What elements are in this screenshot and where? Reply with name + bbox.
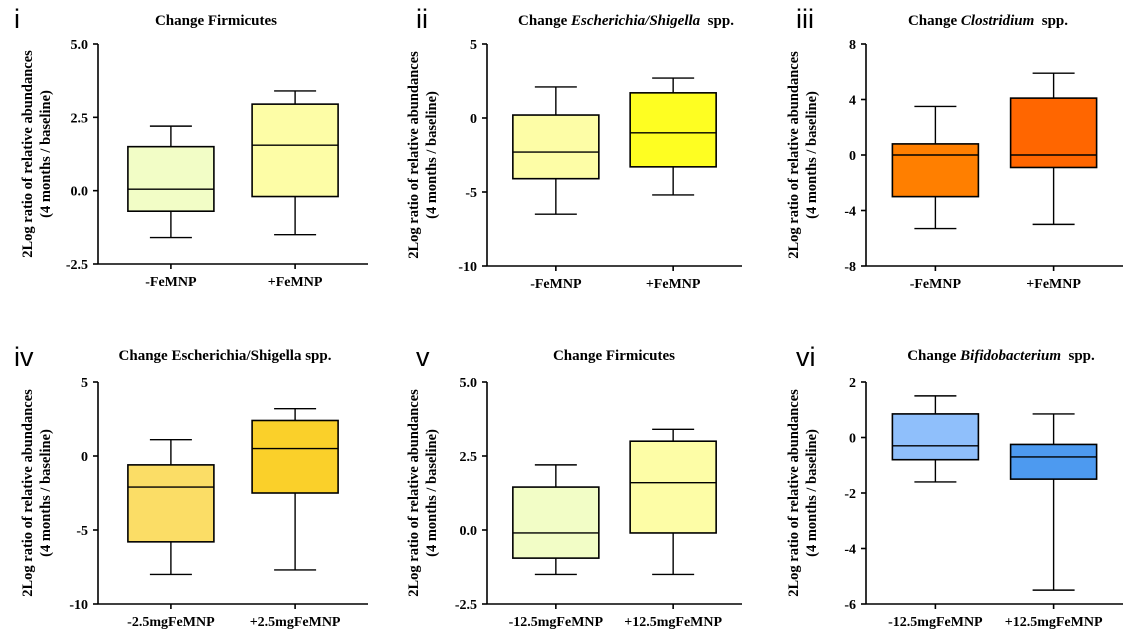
chart-title: Change Clostridium spp. xyxy=(908,13,1068,29)
chart-panel-vi: vi Change Bifidobacterium spp. 2Log ratio … xyxy=(786,342,1123,630)
chart-title-text: Change Firmicutes xyxy=(155,13,277,29)
box-+12.5mgFeMNP xyxy=(629,440,717,534)
y-tick-label: 0 xyxy=(470,112,477,127)
panel-letter: i xyxy=(14,4,20,34)
chart-panel-iii: iii Change Clostridium spp. 2Log ratio of … xyxy=(786,4,1123,292)
chart-title-text: Change xyxy=(907,348,960,364)
chart-panel-ii: ii Change Escherichia/Shigella spp. 2Log r… xyxy=(406,4,742,292)
y-tick-label: 2.5 xyxy=(460,450,478,465)
y-axis-label-units: (4 months / baseline) xyxy=(38,90,54,218)
box-+2.5mgFeMNP xyxy=(251,419,339,494)
x-tick-label: -FeMNP xyxy=(530,277,582,292)
y-axis-label: 2Log ratio of relative abundances xyxy=(786,389,802,597)
y-tick-label: 2 xyxy=(849,376,856,391)
y-tick-label: -4 xyxy=(844,543,856,558)
chart-title-text: Change Firmicutes xyxy=(553,348,675,364)
chart-title: Change Escherichia/Shigella spp. xyxy=(119,348,332,364)
chart-title: Change Firmicutes xyxy=(155,13,277,29)
y-tick-label: -5 xyxy=(76,524,88,539)
y-tick-label: 2.5 xyxy=(71,111,89,126)
x-tick-label: +12.5mgFeMNP xyxy=(624,615,722,630)
panel-letter: ii xyxy=(416,4,428,34)
chart-title: Change Bifidobacterium spp. xyxy=(907,348,1095,364)
y-axis-label-units: (4 months / baseline) xyxy=(38,429,54,557)
y-tick-label: -10 xyxy=(458,260,477,275)
box--12.5mgFeMNP xyxy=(891,413,980,461)
x-tick-label: -2.5mgFeMNP xyxy=(127,615,215,630)
box-+FeMNP xyxy=(629,92,717,168)
y-axis-label: 2Log ratio of relative abundances xyxy=(20,389,36,597)
x-tick-label: +12.5mgFeMNP xyxy=(1005,615,1103,630)
box-+12.5mgFeMNP xyxy=(1009,443,1098,480)
y-tick-label: 8 xyxy=(849,38,856,53)
y-tick-label: -2.5 xyxy=(66,258,88,273)
panel-letter: v xyxy=(416,342,430,372)
y-axis-label: 2Log ratio of relative abundances xyxy=(406,51,422,259)
chart-title: Change Escherichia/Shigella spp. xyxy=(518,13,734,29)
chart-title-taxon: Bifidobacterium xyxy=(959,348,1061,364)
y-axis-label: 2Log ratio of relative abundances xyxy=(20,50,36,258)
chart-title-suffix: spp. xyxy=(1061,348,1095,364)
y-tick-label: 5.0 xyxy=(71,38,89,53)
y-tick-label: -4 xyxy=(844,205,856,220)
x-tick-label: +FeMNP xyxy=(1026,277,1081,292)
y-tick-label: 0 xyxy=(849,432,856,447)
chart-title-taxon: Clostridium xyxy=(961,13,1034,29)
y-tick-label: 0.0 xyxy=(460,524,478,539)
chart-panel-i: i Change Firmicutes 2Log ratio of relative… xyxy=(14,4,368,290)
panel-letter: iii xyxy=(796,4,814,34)
y-tick-label: -2.5 xyxy=(455,598,477,613)
chart-title-text: Change xyxy=(518,13,571,29)
y-tick-label: 0 xyxy=(849,149,856,164)
y-tick-label: 4 xyxy=(849,94,856,109)
chart-panel-v: v Change Firmicutes 2Log ratio of relative… xyxy=(406,342,742,630)
box--2.5mgFeMNP xyxy=(127,464,215,543)
panel-letter: iv xyxy=(14,342,34,372)
x-tick-label: +FeMNP xyxy=(268,275,323,290)
y-tick-label: 5 xyxy=(81,376,88,391)
panel-letter: vi xyxy=(796,342,816,372)
y-axis-label-units: (4 months / baseline) xyxy=(424,91,440,219)
chart-title-text: Change xyxy=(908,13,961,29)
chart-title: Change Firmicutes xyxy=(553,348,675,364)
x-tick-label: +2.5mgFeMNP xyxy=(250,615,341,630)
y-tick-label: 0 xyxy=(81,450,88,465)
y-axis-label: 2Log ratio of relative abundances xyxy=(786,51,802,259)
box--FeMNP xyxy=(891,143,980,198)
x-tick-label: -12.5mgFeMNP xyxy=(888,615,983,630)
y-tick-label: 5 xyxy=(470,38,477,53)
y-tick-label: 0.0 xyxy=(71,185,89,200)
chart-title-text: Change Escherichia/Shigella spp. xyxy=(119,348,332,364)
y-tick-label: -2 xyxy=(844,487,856,502)
y-axis-label-units: (4 months / baseline) xyxy=(804,91,820,219)
x-tick-label: -FeMNP xyxy=(145,275,197,290)
y-axis-label-units: (4 months / baseline) xyxy=(424,429,440,557)
x-tick-label: -FeMNP xyxy=(910,277,962,292)
chart-panel-iv: iv Change Escherichia/Shigella spp. 2Log r… xyxy=(14,342,368,630)
y-tick-label: 5.0 xyxy=(460,376,478,391)
y-tick-label: -5 xyxy=(465,186,477,201)
box--FeMNP xyxy=(512,114,600,180)
box-+FeMNP xyxy=(251,103,339,198)
chart-title-suffix: spp. xyxy=(700,13,734,29)
box--12.5mgFeMNP xyxy=(512,486,600,559)
y-tick-label: -8 xyxy=(844,260,856,275)
box--FeMNP xyxy=(127,145,215,213)
y-tick-label: -6 xyxy=(844,598,856,613)
x-tick-label: -12.5mgFeMNP xyxy=(509,615,604,630)
x-tick-label: +FeMNP xyxy=(646,277,701,292)
chart-title-taxon: Escherichia/Shigella xyxy=(570,13,701,29)
chart-title-suffix: spp. xyxy=(1034,13,1068,29)
y-axis-label-units: (4 months / baseline) xyxy=(804,429,820,557)
box-+FeMNP xyxy=(1009,97,1098,169)
y-axis-label: 2Log ratio of relative abundances xyxy=(406,389,422,597)
y-tick-label: -10 xyxy=(69,598,88,613)
